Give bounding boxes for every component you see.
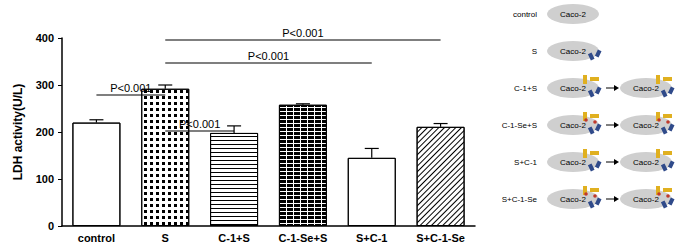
svg-text:Caco-2: Caco-2 — [633, 121, 659, 130]
svg-text:LDH activity(U/L): LDH activity(U/L) — [11, 84, 25, 181]
svg-text:S+C-1: S+C-1 — [514, 158, 537, 167]
svg-text:C-1+S: C-1+S — [218, 232, 250, 244]
svg-text:400: 400 — [36, 32, 54, 44]
svg-text:P<0.001: P<0.001 — [248, 50, 289, 62]
svg-text:Caco-2: Caco-2 — [560, 158, 586, 167]
svg-text:Caco-2: Caco-2 — [560, 195, 586, 204]
svg-text:C-1-Se+S: C-1-Se+S — [502, 121, 537, 130]
svg-text:Caco-2: Caco-2 — [633, 195, 659, 204]
svg-text:P<0.001: P<0.001 — [282, 27, 323, 39]
svg-text:S: S — [532, 47, 537, 56]
svg-text:S+C-1-Se: S+C-1-Se — [416, 232, 465, 244]
svg-text:Caco-2: Caco-2 — [560, 47, 586, 56]
svg-text:S: S — [162, 232, 169, 244]
svg-text:200: 200 — [36, 126, 54, 138]
svg-text:0: 0 — [48, 220, 54, 232]
svg-text:control: control — [78, 232, 115, 244]
svg-text:Caco-2: Caco-2 — [633, 84, 659, 93]
svg-text:300: 300 — [36, 79, 54, 91]
svg-text:P<0.001: P<0.001 — [110, 82, 151, 94]
svg-text:C-1-Se+S: C-1-Se+S — [279, 232, 328, 244]
svg-text:Caco-2: Caco-2 — [560, 121, 586, 130]
svg-text:S+C-1: S+C-1 — [356, 232, 388, 244]
svg-text:Caco-2: Caco-2 — [633, 158, 659, 167]
svg-text:control: control — [513, 10, 537, 19]
svg-text:100: 100 — [36, 173, 54, 185]
svg-text:P<0.001: P<0.001 — [179, 118, 220, 130]
svg-text:Caco-2: Caco-2 — [560, 84, 586, 93]
svg-text:S+C-1-Se: S+C-1-Se — [502, 195, 538, 204]
svg-text:C-1+S: C-1+S — [514, 84, 537, 93]
svg-text:Caco-2: Caco-2 — [560, 10, 586, 19]
